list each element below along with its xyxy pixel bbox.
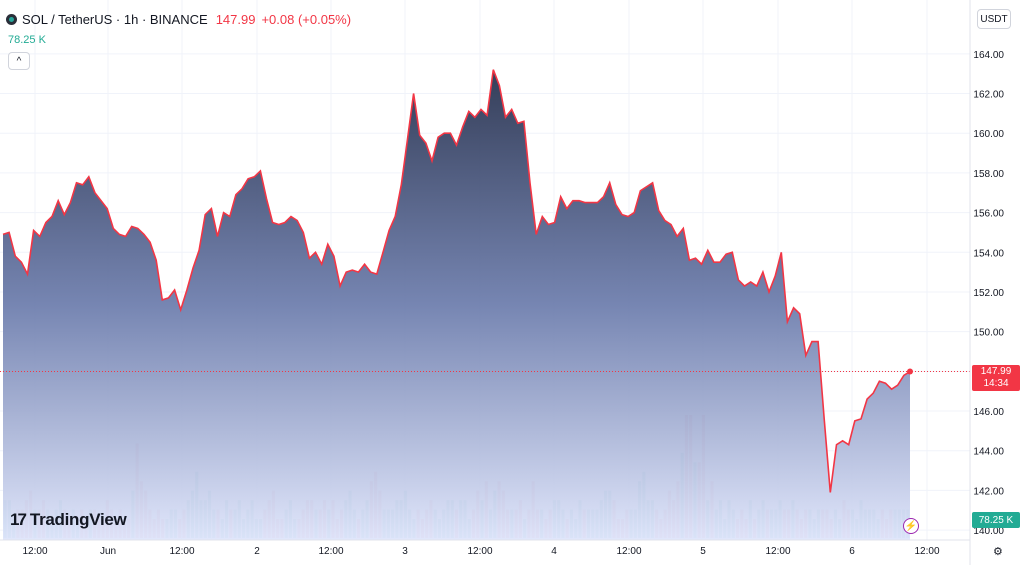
symbol-title[interactable]: SOL / TetherUS · 1h · BINANCE [22, 11, 208, 27]
y-tick-label: 164.00 [973, 50, 1004, 61]
last-volume-label: 78.25 K [972, 512, 1020, 528]
last-price-label: 147.99 14:34 [972, 364, 1020, 391]
x-tick-label: 2 [254, 546, 260, 557]
y-tick-label: 154.00 [973, 248, 1004, 259]
chart-header: SOL / TetherUS · 1h · BINANCE 147.99 +0.… [6, 10, 351, 28]
x-tick-label: 12:00 [318, 546, 343, 557]
price-line [2, 69, 911, 493]
currency-button[interactable]: USDT [977, 9, 1011, 29]
x-tick-label: 5 [700, 546, 706, 557]
settings-gear-icon[interactable]: ⚙ [993, 546, 1003, 558]
x-tick-label: 12:00 [169, 546, 194, 557]
y-tick-label: 160.00 [973, 129, 1004, 140]
x-tick-label: 12:00 [914, 546, 939, 557]
last-price-value: 147.99 [980, 365, 1012, 377]
chevron-up-icon[interactable]: ^ [8, 52, 30, 70]
x-tick-label: Jun [100, 546, 116, 557]
header-price: 147.99 [215, 11, 256, 27]
x-tick-label: 6 [849, 546, 855, 557]
tradingview-logo[interactable]: 17 TradingView [10, 510, 127, 530]
tradingview-logo-icon: 17 [10, 510, 27, 529]
x-tick-label: 12:00 [616, 546, 641, 557]
y-axis: 140.00142.00144.00146.00148.00150.00152.… [973, 50, 1004, 537]
x-tick-label: 3 [402, 546, 408, 557]
y-tick-label: 144.00 [973, 447, 1004, 458]
y-tick-label: 158.00 [973, 169, 1004, 180]
tradingview-logo-text: TradingView [29, 510, 127, 529]
x-tick-label: 12:00 [765, 546, 790, 557]
y-tick-label: 150.00 [973, 328, 1004, 339]
header-change: +0.08 (+0.05%) [261, 11, 352, 27]
volume-readout: 78.25 K [8, 34, 46, 46]
price-area [3, 69, 910, 540]
x-tick-label: 12:00 [467, 546, 492, 557]
y-tick-label: 156.00 [973, 209, 1004, 220]
y-tick-label: 142.00 [973, 486, 1004, 497]
y-tick-label: 162.00 [973, 90, 1004, 101]
x-tick-label: 4 [551, 546, 557, 557]
x-axis: 12:00 Jun 12:00 2 12:00 3 12:00 4 12:00 5 12:00 6 12… [22, 546, 939, 557]
y-tick-label: 140.00 [973, 526, 1004, 537]
bar-countdown: 14:34 [983, 377, 1009, 389]
x-tick-label: 12:00 [22, 546, 47, 557]
y-tick-label: 152.00 [973, 288, 1004, 299]
y-tick-label: 146.00 [973, 407, 1004, 418]
sol-coin-icon [6, 13, 17, 25]
lightning-icon[interactable]: ⚡ [903, 518, 919, 534]
last-price-dot [907, 368, 913, 375]
